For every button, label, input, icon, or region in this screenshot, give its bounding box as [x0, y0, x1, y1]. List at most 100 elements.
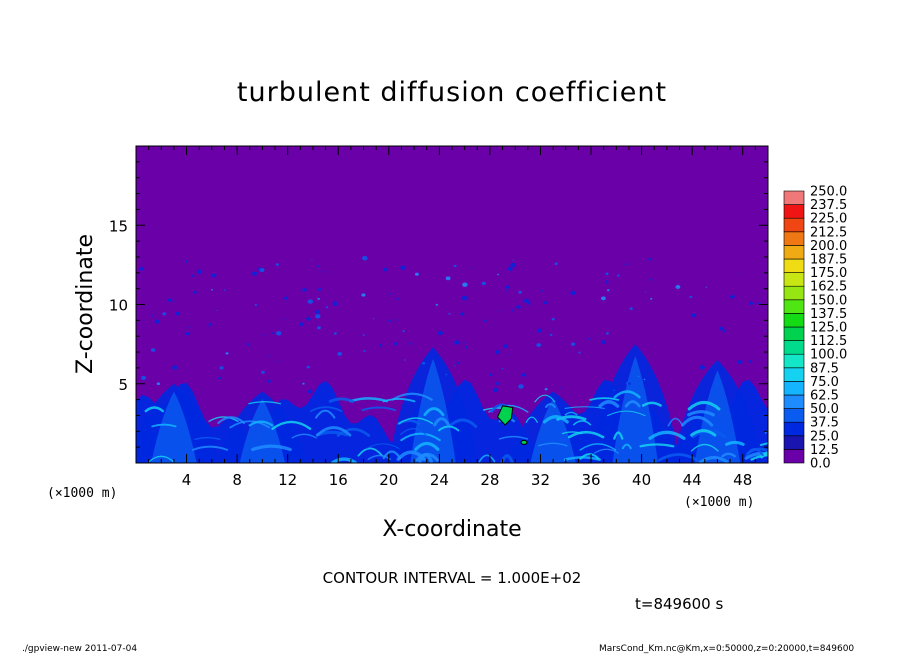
turbulent-eddy [208, 323, 212, 326]
turbulent-eddy [503, 344, 508, 348]
colorbar-label: 250.0 [810, 185, 847, 200]
turbulence-streak [437, 425, 460, 432]
turbulent-eddy [316, 265, 320, 268]
turbulent-eddy [316, 326, 321, 330]
turbulence-streak [194, 437, 221, 441]
x-tick-label: 32 [531, 471, 550, 489]
turbulent-eddy [699, 365, 705, 370]
turbulent-eddy [543, 301, 548, 305]
turbulent-eddy [298, 322, 304, 327]
turbulent-eddy [396, 297, 399, 300]
colorbar-swatch [783, 435, 805, 450]
colorbar-label: 37.5 [810, 416, 839, 431]
turbulent-eddy [737, 360, 743, 364]
colorbar-label: 212.5 [810, 225, 847, 240]
colorbar-swatch [783, 231, 805, 246]
colorbar-swatch [783, 340, 805, 355]
turbulent-eddy [139, 267, 145, 271]
turbulent-eddy [705, 286, 707, 288]
turbulent-eddy [272, 332, 275, 334]
turbulence-streak [759, 442, 768, 447]
colorbar-swatch [783, 313, 805, 328]
plume-core [410, 358, 456, 463]
turbulent-eddy [456, 361, 460, 365]
colorbar-label: 12.5 [810, 443, 839, 458]
turbulent-eddy [756, 302, 759, 305]
turbulent-eddy [748, 359, 753, 363]
turbulent-eddy [505, 285, 510, 289]
turbulent-eddy [570, 290, 576, 296]
colorbar-label: 225.0 [810, 212, 847, 227]
turbulent-eddy [225, 352, 229, 355]
turbulent-eddy [501, 368, 504, 370]
turbulent-eddy [489, 373, 493, 377]
turbulence-streak [725, 440, 745, 446]
colorbar: 0.012.525.037.550.062.575.087.5100.0112.… [783, 185, 847, 472]
colorbar-label: 150.0 [810, 293, 847, 308]
colorbar-swatch [783, 245, 805, 260]
colorbar-swatch [783, 285, 805, 301]
x-axis-ticks: 4 8 12 16 20 24 28 32 36 40 44 48 [148, 146, 756, 489]
x-axis-label: X-coordinate [382, 517, 521, 542]
turbulent-eddy [613, 389, 616, 392]
turbulent-eddy [218, 376, 222, 380]
turbulent-eddy [315, 309, 321, 314]
turbulence-streak [621, 443, 632, 450]
turbulent-eddy [578, 351, 581, 354]
turbulence-streak [690, 429, 717, 437]
turbulent-eddy [172, 300, 175, 302]
colorbar-label: 87.5 [810, 361, 839, 376]
turbulence-streak [271, 420, 312, 430]
colorbar-swatch [783, 326, 805, 341]
turbulence-streak [642, 401, 662, 407]
turbulent-eddy [421, 361, 426, 365]
turbulent-eddy [332, 301, 338, 306]
turbulent-eddy [587, 337, 591, 340]
colorbar-swatch [783, 258, 805, 273]
x-tick-label: 20 [379, 471, 398, 489]
footer-left: ./gpview-new 2011-07-04 [22, 644, 137, 654]
turbulent-eddy [722, 329, 727, 333]
colorbar-label: 175.0 [810, 266, 847, 281]
colorbar-swatch [783, 272, 805, 287]
turbulent-eddy [167, 298, 172, 302]
turbulence-streak [217, 416, 246, 424]
turbulent-eddy [150, 348, 156, 352]
turbulent-eddy [333, 332, 337, 335]
x-tick-label: 12 [278, 471, 297, 489]
turbulence-streak [564, 411, 578, 416]
time-label: t=849600 s [635, 595, 723, 613]
footer-right: MarsCond_Km.nc@Km,x=0:50000,z=0:20000,t=… [599, 644, 854, 654]
x-tick-label: 36 [581, 471, 600, 489]
turbulent-eddy [276, 360, 279, 362]
turbulence-streak [690, 443, 719, 452]
colorbar-label: 125.0 [810, 321, 847, 336]
turbulent-eddy [354, 282, 357, 284]
turbulent-eddy [536, 328, 542, 333]
turbulence-streak [498, 435, 528, 440]
turbulent-eddy [435, 303, 439, 306]
turbulent-eddy [643, 378, 646, 381]
turbulence-streak [593, 448, 620, 454]
turbulent-eddy [437, 330, 444, 336]
turbulent-eddy [512, 259, 514, 261]
turbulent-eddy [544, 388, 548, 391]
colorbar-label: 100.0 [810, 348, 847, 363]
x-tick-label: 28 [480, 471, 499, 489]
turbulent-eddy [464, 345, 469, 349]
turbulence-streak [589, 397, 620, 401]
turbulence-streak [579, 453, 600, 460]
turbulent-eddy [551, 317, 555, 321]
turbulence-streak [648, 430, 686, 440]
turbulence-streak [400, 428, 427, 436]
turbulent-eddy [408, 342, 412, 345]
turbulent-eddy [483, 319, 487, 322]
turbulence-streak [699, 456, 729, 463]
turbulence-streak [579, 443, 617, 451]
colorbar-label: 112.5 [810, 334, 847, 349]
plume-core [151, 391, 197, 463]
plume-core [612, 356, 659, 463]
turbulent-eddy [554, 262, 558, 265]
x-tick-label: 16 [329, 471, 348, 489]
turbulent-eddy [675, 285, 681, 289]
